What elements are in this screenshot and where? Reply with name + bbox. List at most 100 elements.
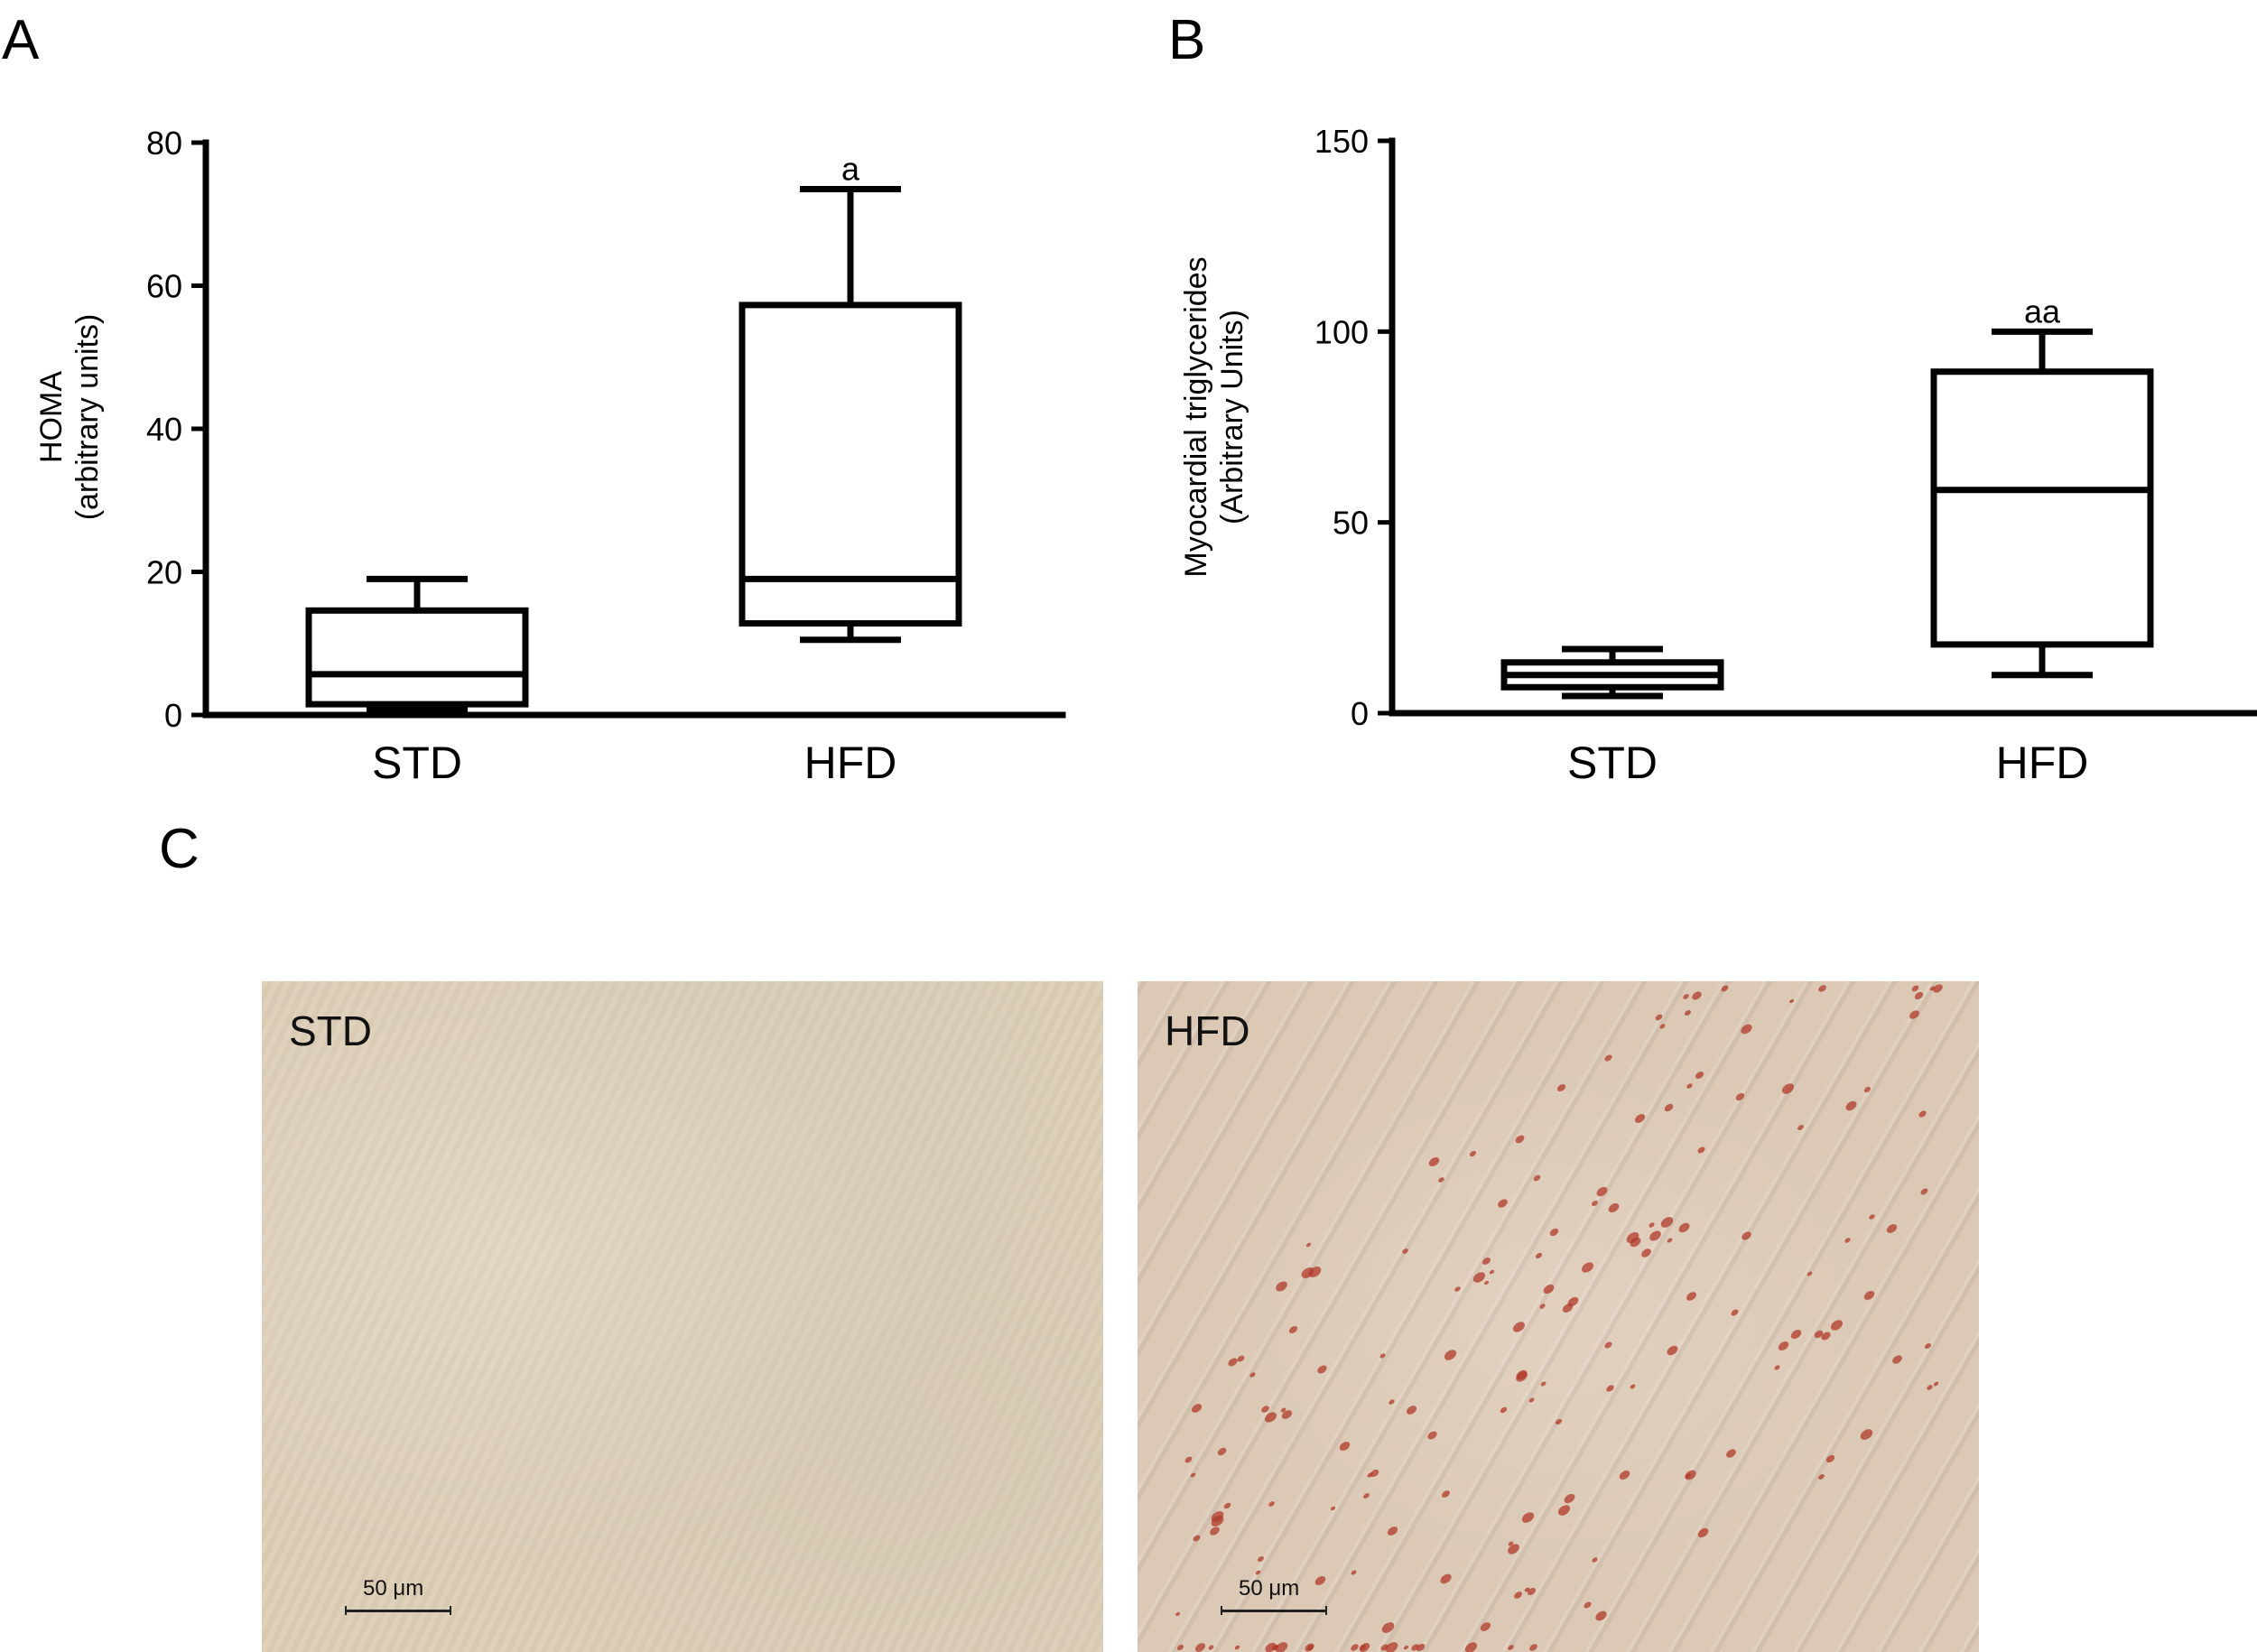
lipid-droplet xyxy=(1788,998,1795,1004)
lipid-droplet xyxy=(1383,1639,1400,1652)
lipid-droplet xyxy=(1175,1611,1181,1618)
lipid-droplet xyxy=(1189,1471,1196,1479)
lipid-droplet xyxy=(1222,1501,1232,1510)
lipid-droplet xyxy=(1908,1008,1922,1021)
lipid-droplet xyxy=(1361,1491,1370,1500)
lipid-droplet xyxy=(1519,1509,1537,1525)
scale-bar xyxy=(345,1606,451,1615)
micrograph-std-label: STD xyxy=(289,1007,372,1054)
lipid-droplet xyxy=(1658,1214,1676,1230)
lipid-droplet xyxy=(1330,1505,1336,1511)
lipid-droplet xyxy=(1563,1492,1577,1506)
lipid-droplet xyxy=(1496,1197,1509,1211)
lipid-droplet xyxy=(1779,1081,1797,1097)
lipid-droplet xyxy=(1606,1201,1621,1215)
y-tick-label: 100 xyxy=(1314,313,1369,350)
lipid-droplet xyxy=(1604,1384,1615,1394)
lipid-droplet xyxy=(1691,989,1704,1002)
lipid-droplet xyxy=(1183,1455,1194,1465)
panel-label-c: C xyxy=(159,818,200,880)
lipid-droplet xyxy=(1862,1086,1872,1094)
lipid-droplet xyxy=(1528,1642,1539,1652)
lipid-droplet xyxy=(1443,1348,1459,1363)
lipid-droplet xyxy=(1685,1289,1699,1303)
lipid-droplet xyxy=(1593,1609,1609,1623)
lipid-droplet xyxy=(1350,1569,1358,1577)
lipid-droplet xyxy=(1797,1123,1806,1132)
homa-boxplot: 0 20 40 60 80 HOMA (arbitrary units) STD HFD a xyxy=(34,125,1066,788)
lipid-droplet xyxy=(1287,1324,1299,1335)
lipid-droplet xyxy=(1639,1247,1653,1259)
lipid-droplet xyxy=(1648,1220,1656,1229)
scale-bar-label: 50 μm xyxy=(363,1576,424,1601)
lipid-droplet xyxy=(1215,1446,1228,1458)
y-tick-label: 20 xyxy=(146,554,182,591)
lipid-droplet xyxy=(1305,1241,1312,1248)
lipid-droplet xyxy=(1603,1053,1613,1063)
lipid-droplet xyxy=(1426,1429,1439,1441)
lipid-droplet xyxy=(1274,1279,1289,1294)
y-tick-label: 50 xyxy=(1333,505,1369,542)
significance-marker: aa xyxy=(2024,292,2061,329)
lipid-droplet xyxy=(1532,1174,1542,1183)
triglyceride-boxplot: 0 50 100 150 Myocardial triglycerides (Arbitr… xyxy=(1179,123,2257,788)
lipid-droplet xyxy=(1249,1371,1257,1378)
lipid-droplet xyxy=(1858,1426,1875,1442)
lipid-droplet xyxy=(1844,1099,1859,1112)
lipid-droplet xyxy=(1665,1343,1680,1358)
box-iqr xyxy=(1930,368,2154,648)
lipid-droplet xyxy=(1313,1574,1328,1588)
y-tick-label: 0 xyxy=(1351,695,1369,732)
lipid-droplet xyxy=(1528,1396,1536,1404)
lipid-droplet xyxy=(1816,1473,1825,1481)
lipid-droplet xyxy=(1862,1289,1877,1303)
lipid-droplet xyxy=(1654,1012,1664,1022)
y-axis-label-units: (arbitrary units) xyxy=(70,314,105,521)
lipid-droplet xyxy=(1807,1270,1814,1276)
lipid-droplet xyxy=(1580,1260,1596,1276)
lipid-droplet xyxy=(1401,1247,1409,1255)
lipid-droplet xyxy=(1403,1644,1410,1651)
lipid-droplet xyxy=(1379,1352,1387,1360)
lipid-droplet xyxy=(1489,1268,1496,1276)
y-tick-label: 60 xyxy=(146,268,182,305)
y-tick-label: 150 xyxy=(1314,123,1369,160)
panel-label-b: B xyxy=(1168,9,1206,71)
lipid-droplet xyxy=(1463,1639,1480,1652)
scale-bar-label: 50 μm xyxy=(1239,1576,1300,1601)
lipid-droplet xyxy=(1513,1134,1526,1146)
lipid-droplet xyxy=(1514,1368,1529,1381)
lipid-droplet xyxy=(1507,1643,1516,1652)
lipid-droplet xyxy=(1207,1644,1215,1651)
lipid-droplet xyxy=(1590,1199,1599,1208)
lipid-droplet xyxy=(1630,1383,1637,1390)
lipid-droplet xyxy=(1315,1363,1329,1376)
lipid-droplet xyxy=(1740,1230,1753,1242)
lipid-droplet xyxy=(1923,1341,1932,1350)
micrograph-hfd-label: HFD xyxy=(1165,1007,1250,1054)
lipid-droplet xyxy=(1694,1070,1705,1081)
lipid-droplet xyxy=(1468,1149,1478,1158)
lipid-droplet xyxy=(1554,1417,1563,1426)
lipid-droplet xyxy=(1816,983,1828,994)
lipid-droplet xyxy=(1303,1641,1316,1652)
lipid-droplet xyxy=(1385,1524,1399,1537)
lipid-droplet xyxy=(1788,1328,1803,1341)
lipid-droplet xyxy=(1633,1111,1648,1125)
lipid-droplet xyxy=(1695,1527,1711,1540)
lipid-droplet xyxy=(1337,1439,1352,1453)
lipid-droplet xyxy=(1534,1251,1544,1260)
lipid-droplet xyxy=(1566,1295,1581,1308)
lipid-droplet xyxy=(1267,1499,1276,1508)
lipid-droplet xyxy=(1427,1155,1442,1169)
lipid-droplet xyxy=(1681,993,1690,1001)
lipid-droplet xyxy=(1499,1406,1508,1415)
lipid-droplet xyxy=(1868,1212,1876,1220)
lipid-droplet xyxy=(1739,1022,1754,1036)
lipid-droplet xyxy=(1913,989,1926,1001)
lipid-droplet xyxy=(1617,1468,1631,1481)
lipid-droplet xyxy=(1226,1356,1239,1369)
lipid-droplet xyxy=(1541,1282,1556,1295)
lipid-droplet xyxy=(1919,1186,1929,1196)
lipid-droplet xyxy=(1510,1320,1528,1335)
